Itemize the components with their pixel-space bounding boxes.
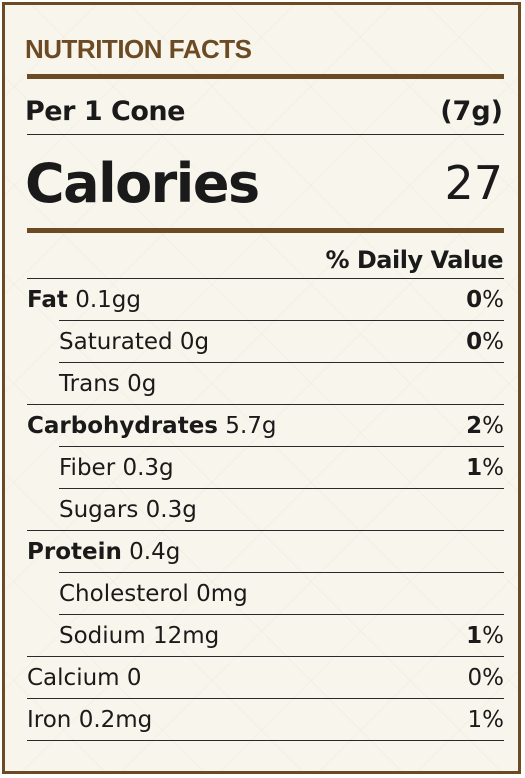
nutrient-name: Iron 0.2mg (27, 706, 153, 733)
serving-divider (27, 134, 504, 135)
nutrient-name: Calcium 0 (27, 664, 142, 691)
title-divider (27, 74, 504, 79)
nutrient-name: Saturated 0g (59, 328, 210, 355)
daily-value-header: % Daily Value (325, 246, 503, 274)
calories-row: Calories 27 (25, 147, 503, 219)
serving-amount: (7g) (440, 95, 503, 127)
nutrient-name: Trans 0g (59, 370, 157, 397)
bottom-divider (27, 740, 504, 741)
calories-divider (27, 228, 504, 233)
nutrient-name: Protein 0.4g (27, 538, 181, 565)
nutrient-percent: 0% (466, 286, 504, 313)
nutrient-row-sugars: Sugars 0.3g (59, 488, 504, 530)
calories-value: 27 (444, 156, 503, 210)
nutrient-percent: 1% (466, 622, 504, 649)
nutrient-percent: 1% (467, 706, 505, 733)
nutrient-name: Carbohydrates 5.7g (27, 412, 277, 439)
nutrient-percent: 1% (466, 454, 504, 481)
serving-label: Per 1 Cone (25, 95, 185, 127)
nutrient-percent: 2% (466, 412, 504, 439)
nutrient-name: Fat 0.1gg (27, 286, 141, 313)
calories-label: Calories (25, 151, 260, 215)
nutrient-row-fat: Fat 0.1gg 0% (27, 278, 504, 320)
nutrient-row-cholesterol: Cholesterol 0mg (59, 572, 504, 614)
nutrient-name: Sugars 0.3g (59, 496, 197, 523)
nutrient-row-saturated: Saturated 0g 0% (59, 320, 504, 362)
nutrient-name: Fiber 0.3g (59, 454, 174, 481)
nutrient-row-protein: Protein 0.4g (27, 530, 504, 572)
nutrient-row-calcium: Calcium 0 0% (27, 656, 504, 698)
serving-row: Per 1 Cone (7g) (25, 89, 503, 133)
nutrient-percent: 0% (466, 328, 504, 355)
nutrient-row-iron: Iron 0.2mg 1% (27, 698, 504, 740)
nutrition-title: NUTRITION FACTS (25, 34, 252, 64)
nutrient-row-carbohydrates: Carbohydrates 5.7g 2% (27, 404, 504, 446)
nutrient-percent: 0% (467, 664, 505, 691)
nutrient-name: Cholesterol 0mg (59, 580, 248, 607)
nutrient-row-fiber: Fiber 0.3g 1% (59, 446, 504, 488)
nutrient-name: Sodium 12mg (59, 622, 220, 649)
nutrient-row-trans: Trans 0g (59, 362, 504, 404)
nutrient-row-sodium: Sodium 12mg 1% (59, 614, 504, 656)
